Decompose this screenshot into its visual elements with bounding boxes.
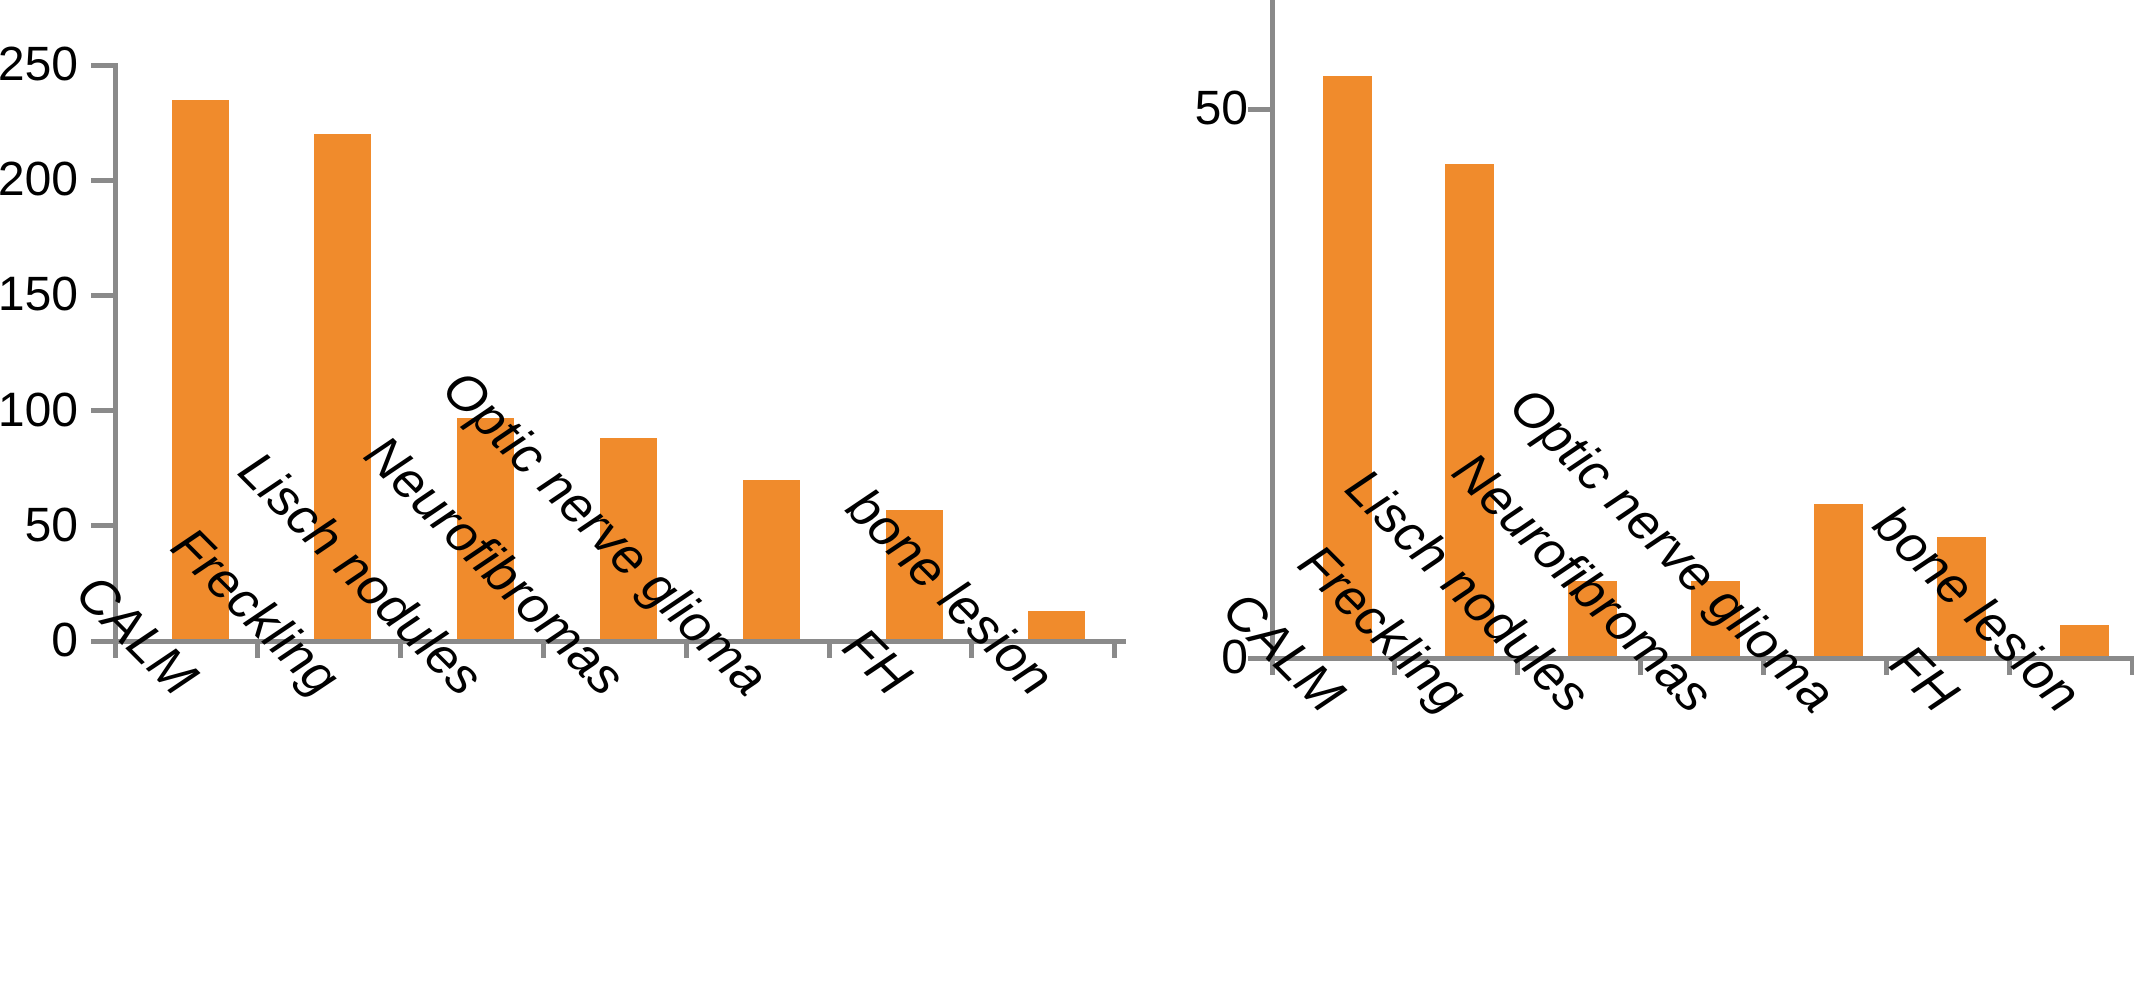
y-axis-tick <box>90 523 113 529</box>
y-axis-tick <box>90 408 113 414</box>
y-tick-label: 150 <box>0 268 78 322</box>
x-axis-line <box>93 638 1126 644</box>
x-axis-tick <box>1392 658 1398 675</box>
y-tick-label: 250 <box>0 38 78 91</box>
y-axis-tick <box>1247 106 1270 112</box>
bar-optic-nerve-glioma <box>742 479 800 641</box>
x-axis-tick <box>826 641 832 658</box>
bar-freckling <box>314 134 372 641</box>
y-axis-tick <box>90 177 113 183</box>
y-axis-tick <box>1247 655 1270 661</box>
y-tick-label: 50 <box>24 498 78 552</box>
bar-optic-nerve-glioma <box>1814 504 1864 658</box>
bar-calm <box>171 99 229 641</box>
y-tick-label: 50 <box>1194 82 1248 135</box>
y-tick-label: 0 <box>1221 631 1248 684</box>
x-axis-tick <box>540 641 546 658</box>
x-axis-tick <box>969 641 975 658</box>
bar-lisch-nodules <box>457 417 515 641</box>
bar-calm <box>1322 76 1372 658</box>
x-axis-tick <box>1269 658 1275 675</box>
x-axis-line <box>1250 655 2134 661</box>
x-axis-tick <box>2129 658 2134 675</box>
x-axis-tick <box>112 641 118 658</box>
bar-fh <box>885 509 943 641</box>
bar-freckling <box>1445 163 1495 658</box>
x-axis-tick <box>1112 641 1118 658</box>
y-axis-line <box>1269 0 1275 672</box>
bar-neurofibromas <box>1691 581 1741 658</box>
x-axis-tick <box>1884 658 1889 675</box>
y-axis-line <box>112 62 118 653</box>
x-axis-tick <box>255 641 261 658</box>
y-axis-tick <box>90 292 113 298</box>
x-axis-tick <box>1638 658 1644 675</box>
y-tick-label: 100 <box>0 383 78 437</box>
bar-lisch-nodules <box>1568 581 1618 658</box>
y-axis-tick <box>90 638 113 644</box>
y-tick-label: 200 <box>0 153 78 207</box>
y-axis-tick <box>90 62 113 68</box>
bar-bone-lesion <box>1028 611 1086 641</box>
bar-fh <box>1937 537 1986 658</box>
x-axis-tick <box>1761 658 1767 675</box>
x-axis-tick <box>2006 658 2012 675</box>
bar-neurofibromas <box>599 438 657 641</box>
x-axis-tick <box>683 641 689 658</box>
x-axis-tick <box>398 641 404 658</box>
x-axis-tick <box>1515 658 1521 675</box>
bar-bone-lesion <box>2059 625 2109 658</box>
y-tick-label: 0 <box>51 614 78 667</box>
